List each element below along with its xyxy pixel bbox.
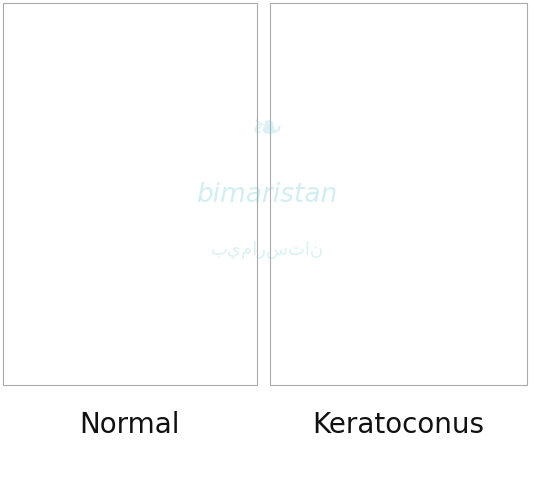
Text: bimaristan: bimaristan xyxy=(197,182,337,208)
Ellipse shape xyxy=(411,0,534,481)
Bar xyxy=(3,3,257,385)
Ellipse shape xyxy=(430,189,473,244)
Ellipse shape xyxy=(114,165,166,223)
Bar xyxy=(270,3,527,385)
Bar xyxy=(270,385,527,495)
Bar xyxy=(3,385,257,495)
Polygon shape xyxy=(1,47,186,341)
Ellipse shape xyxy=(389,159,413,229)
Ellipse shape xyxy=(352,0,534,495)
Ellipse shape xyxy=(178,145,204,167)
Ellipse shape xyxy=(384,166,433,222)
Bar xyxy=(527,0,534,495)
Ellipse shape xyxy=(155,188,201,246)
Ellipse shape xyxy=(378,95,439,294)
Ellipse shape xyxy=(132,99,262,290)
Polygon shape xyxy=(250,49,454,339)
Polygon shape xyxy=(258,36,534,352)
Ellipse shape xyxy=(143,0,320,481)
Bar xyxy=(257,0,534,495)
Bar xyxy=(270,3,527,385)
Text: ❧: ❧ xyxy=(250,111,284,149)
Bar xyxy=(270,0,527,3)
Bar xyxy=(3,3,257,385)
Ellipse shape xyxy=(84,0,338,495)
Bar xyxy=(270,3,527,385)
Text: بيمارستان: بيمارستان xyxy=(210,241,324,259)
Text: Keratoconus: Keratoconus xyxy=(312,411,484,439)
Ellipse shape xyxy=(409,102,531,286)
Bar xyxy=(0,0,3,495)
Polygon shape xyxy=(260,56,417,332)
Polygon shape xyxy=(0,3,309,385)
Polygon shape xyxy=(9,55,141,333)
Ellipse shape xyxy=(452,147,476,168)
Ellipse shape xyxy=(108,91,172,297)
Polygon shape xyxy=(227,5,534,383)
Text: Normal: Normal xyxy=(80,411,180,439)
Bar xyxy=(3,3,257,385)
Polygon shape xyxy=(287,92,365,296)
Bar xyxy=(3,0,257,3)
Polygon shape xyxy=(32,90,95,298)
Ellipse shape xyxy=(120,158,145,230)
Bar xyxy=(0,0,270,495)
Polygon shape xyxy=(0,38,280,350)
